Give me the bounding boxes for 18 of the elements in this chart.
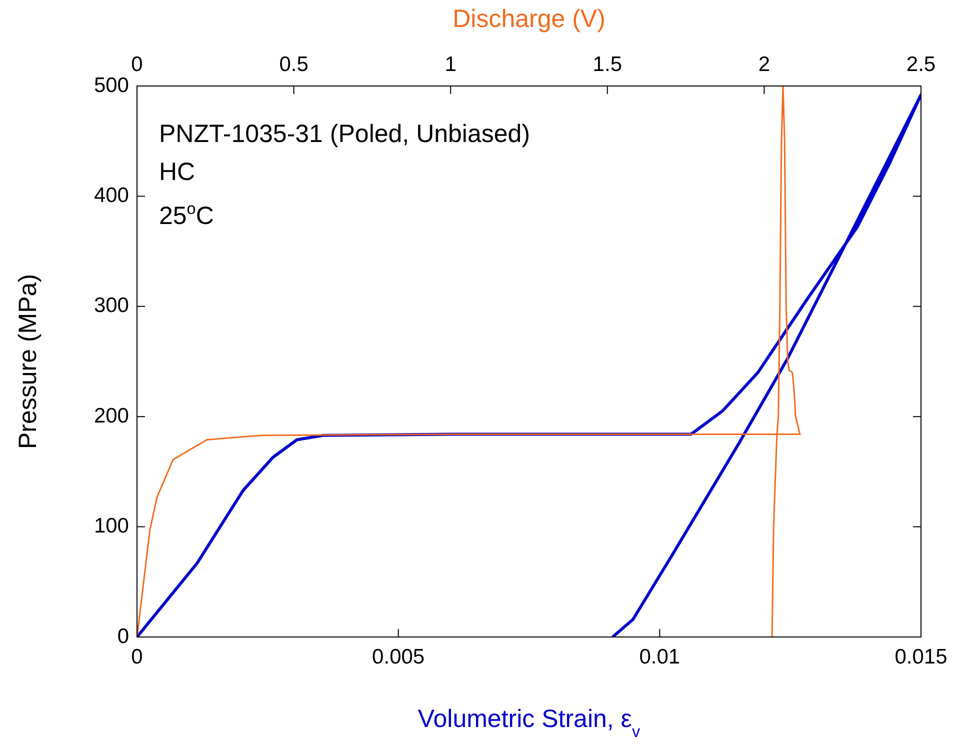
y-axis-title: Pressure (MPa) xyxy=(14,274,42,450)
x2-tick-label: 2 xyxy=(758,53,770,76)
annotation: HC xyxy=(159,158,196,186)
annotation: PNZT-1035-31 (Poled, Unbiased) xyxy=(159,120,530,148)
x2-axis-title: Discharge (V) xyxy=(452,5,606,33)
y-tick-label: 200 xyxy=(94,404,129,428)
x2-tick-label: 1 xyxy=(444,53,456,76)
x2-tick-label: 1.5 xyxy=(592,53,622,76)
y-tick-label: 500 xyxy=(94,74,129,97)
y-tick-label: 300 xyxy=(94,294,129,318)
x-tick-label: 0.01 xyxy=(639,645,680,668)
x2-tick-label: 2.5 xyxy=(906,53,936,76)
y-tick-label: 400 xyxy=(94,184,129,207)
y-tick-label: 0 xyxy=(117,624,129,648)
x-tick-label: 0.015 xyxy=(894,645,948,668)
y-tick-label: 100 xyxy=(94,514,129,538)
x-tick-label: 0.005 xyxy=(372,645,425,668)
x2-tick-label: 0.5 xyxy=(279,53,308,76)
